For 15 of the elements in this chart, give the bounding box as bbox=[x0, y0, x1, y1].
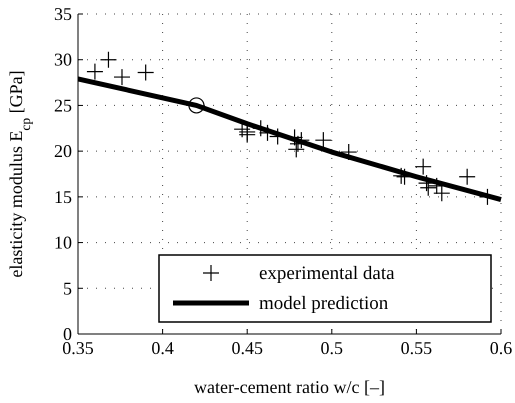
x-axis-title: water-cement ratio w/c [–] bbox=[194, 377, 386, 397]
y-tick-label: 10 bbox=[54, 232, 72, 253]
y-tick-label: 15 bbox=[54, 186, 72, 207]
x-tick-label: 0.55 bbox=[400, 338, 432, 358]
x-tick-label: 0.5 bbox=[320, 338, 344, 358]
legend-label: experimental data bbox=[259, 263, 396, 284]
legend-label: model prediction bbox=[259, 293, 389, 314]
y-tick-label: 5 bbox=[63, 278, 72, 298]
x-tick-label: 0.45 bbox=[231, 338, 263, 358]
y-tick-label: 35 bbox=[54, 4, 72, 24]
x-tick-label: 0.6 bbox=[490, 338, 512, 358]
y-tick-label: 20 bbox=[54, 141, 72, 162]
y-tick-label: 30 bbox=[54, 50, 72, 70]
y-tick-label: 25 bbox=[54, 95, 72, 116]
x-tick-label: 0.4 bbox=[151, 338, 174, 358]
